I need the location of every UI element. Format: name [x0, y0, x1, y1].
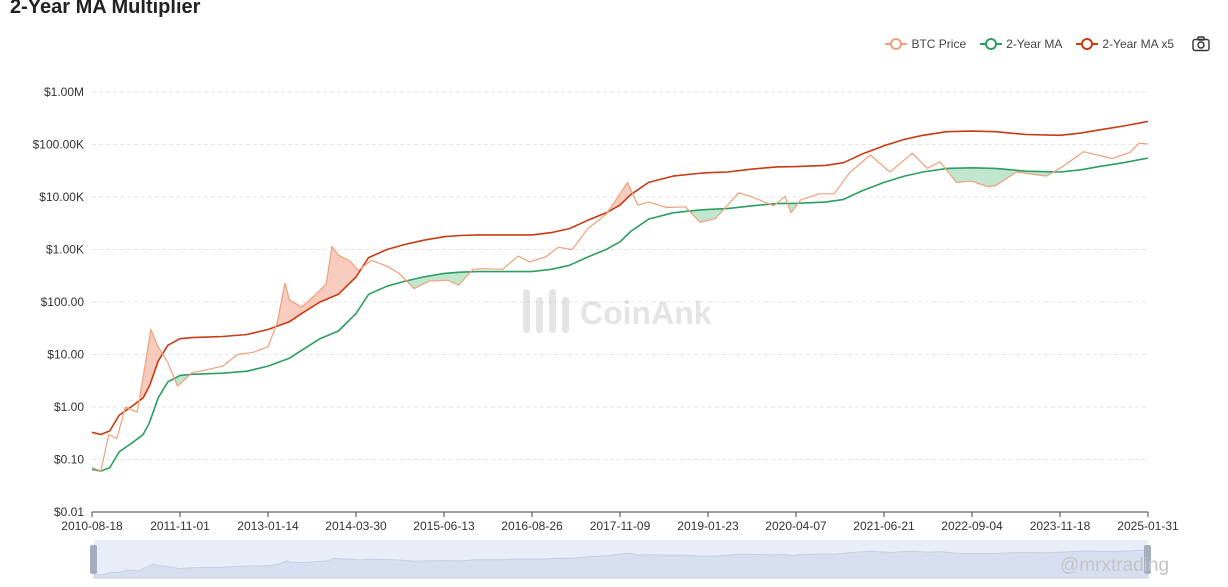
x-tick-label: 2013-01-14: [237, 519, 299, 533]
legend-label-2-year-ma-x5: 2-Year MA x5: [1102, 37, 1174, 51]
y-tick-label: $100.00: [41, 295, 85, 309]
x-tick-label: 2015-06-13: [413, 519, 475, 533]
y-tick-label: $1.00K: [46, 243, 84, 257]
y-tick-label: $100.00K: [33, 138, 84, 152]
legend-label-2-year-ma: 2-Year MA: [1006, 37, 1063, 51]
area-fills: [124, 167, 1054, 412]
x-tick-label: 2016-08-26: [501, 519, 563, 533]
x-tick-label: 2014-03-30: [325, 519, 387, 533]
legend-label-btc-price: BTC Price: [911, 37, 967, 51]
legend-item-btc-price[interactable]: BTC Price: [885, 37, 966, 51]
y-tick-label: $1.00: [54, 400, 84, 414]
camera-icon[interactable]: [1192, 36, 1210, 52]
x-tick-label: 2020-04-07: [765, 519, 827, 533]
x-tick-label: 2011-11-01: [150, 519, 210, 533]
navigator-handle-right[interactable]: [1144, 545, 1151, 574]
legend-swatch-2-year-ma-x5: [1076, 38, 1099, 50]
legend-item-2-year-ma[interactable]: 2-Year MA: [980, 37, 1062, 51]
y-tick-label: $1.00M: [44, 85, 84, 99]
chart-title: 2-Year MA Multiplier: [10, 0, 201, 18]
credit-watermark: @mrxtrading: [1060, 555, 1170, 576]
btc-price-line: [91, 142, 1149, 472]
y-tick-label: $10.00: [47, 348, 84, 362]
y-axis: $1.00M $100.00K $10.00K $1.00K $100.00 $10.00…: [33, 85, 85, 519]
y-tick-label: $0.01: [54, 505, 84, 519]
x-tick-label: 2017-11-09: [590, 519, 651, 533]
x-tick-label: 2019-01-23: [677, 519, 739, 533]
x-tick-label: 2021-06-21: [853, 519, 915, 533]
brand-text: CoinAnk: [580, 295, 712, 331]
navigator-handle-left[interactable]: [90, 545, 97, 574]
x-tick-label: 2025-01-31: [1117, 519, 1179, 533]
series-lines: [91, 120, 1149, 472]
legend-swatch-btc-price: [885, 38, 908, 50]
two-year-ma-line: [91, 157, 1149, 472]
x-tick-label: 2010-08-18: [61, 519, 123, 533]
range-navigator[interactable]: [90, 540, 1151, 579]
x-tick-label: 2022-09-04: [941, 519, 1003, 533]
brand-watermark: CoinAnk: [523, 289, 712, 333]
x-axis: 2010-08-18 2011-11-01 2013-01-14 2014-03-30…: [61, 512, 1179, 533]
y-tick-label: $0.10: [54, 453, 84, 467]
navigator-area: [93, 549, 1149, 579]
legend-swatch-2-year-ma: [980, 38, 1003, 50]
y-tick-label: $10.00K: [39, 190, 84, 204]
legend: BTC Price 2-Year MA 2-Year MA x5: [885, 36, 1210, 52]
x-tick-label: 2023-11-18: [1030, 519, 1091, 533]
legend-item-2-year-ma-x5[interactable]: 2-Year MA x5: [1076, 37, 1174, 51]
two-year-ma-x5-line: [91, 120, 1149, 436]
